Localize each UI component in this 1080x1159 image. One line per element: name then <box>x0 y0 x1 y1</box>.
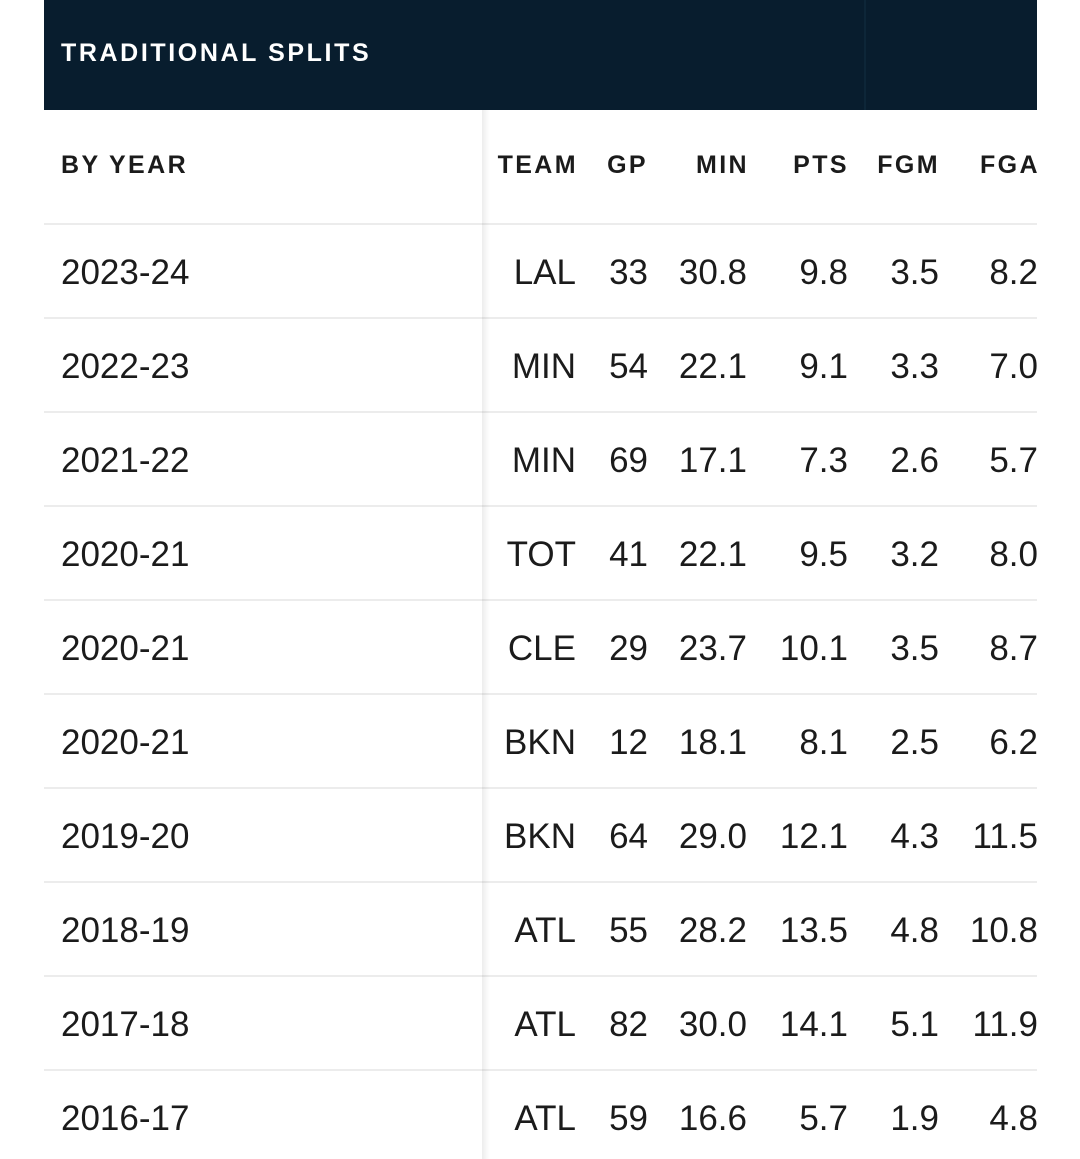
header-divider <box>864 0 866 110</box>
cell-year: 2023-24 <box>61 253 190 292</box>
cell-team-link[interactable]: BKN <box>504 723 576 762</box>
cell-pts: 9.1 <box>799 347 848 386</box>
cell-fga: 10.8 <box>969 911 1037 950</box>
cell-fga: 7.0 <box>989 347 1037 386</box>
cell-fga: 8.2 <box>989 253 1037 292</box>
cell-min: 22.1 <box>678 347 747 386</box>
table-row: 2022-23 MIN 54 22.1 9.1 3.3 7.0 <box>44 319 1037 413</box>
cell-min: 28.2 <box>678 911 747 950</box>
table-row: 2018-19 ATL 55 28.2 13.5 4.8 10.8 <box>44 883 1037 977</box>
cell-fgm: 3.5 <box>890 253 939 292</box>
stats-panel: TRADITIONAL SPLITS BY YEAR TEAM GP MIN P… <box>44 0 1037 1159</box>
cell-team-link[interactable]: TOT <box>506 535 576 574</box>
cell-year: 2021-22 <box>61 441 190 480</box>
cell-fgm: 4.8 <box>890 911 939 950</box>
cell-team-link[interactable]: CLE <box>507 629 576 668</box>
cell-pts: 9.5 <box>799 535 848 574</box>
column-header-by-year[interactable]: BY YEAR <box>61 151 189 179</box>
cell-fga: 6.2 <box>989 723 1037 762</box>
cell-gp: 29 <box>609 629 648 668</box>
cell-min: 23.7 <box>678 629 747 668</box>
table-row: 2020-21 CLE 29 23.7 10.1 3.5 8.7 <box>44 601 1037 695</box>
cell-pts: 8.1 <box>799 723 848 762</box>
cell-fga: 4.8 <box>989 1099 1037 1138</box>
cell-pts: 10.1 <box>779 629 848 668</box>
column-header-fgm[interactable]: FGM <box>877 151 940 179</box>
section-title: TRADITIONAL SPLITS <box>61 39 372 67</box>
cell-fga: 8.0 <box>989 535 1037 574</box>
table-row: 2023-24 LAL 33 30.8 9.8 3.5 8.2 <box>44 225 1037 319</box>
section-header: TRADITIONAL SPLITS <box>44 0 1037 110</box>
cell-gp: 59 <box>609 1099 648 1138</box>
cell-team-link[interactable]: MIN <box>511 441 576 480</box>
table-row: 2021-22 MIN 69 17.1 7.3 2.6 5.7 <box>44 413 1037 507</box>
cell-fga: 8.7 <box>989 629 1037 668</box>
cell-fga: 11.5 <box>972 817 1037 856</box>
cell-fgm: 5.1 <box>890 1005 939 1044</box>
cell-min: 17.1 <box>678 441 747 480</box>
cell-pts: 9.8 <box>799 253 848 292</box>
cell-fgm: 3.3 <box>890 347 939 386</box>
column-header-pts[interactable]: PTS <box>793 151 849 179</box>
table-row: 2017-18 ATL 82 30.0 14.1 5.1 11.9 <box>44 977 1037 1071</box>
cell-gp: 41 <box>609 535 648 574</box>
table-row: 2016-17 ATL 59 16.6 5.7 1.9 4.8 <box>44 1071 1037 1159</box>
cell-fgm: 3.2 <box>890 535 939 574</box>
cell-year: 2016-17 <box>61 1099 190 1138</box>
cell-pts: 5.7 <box>799 1099 848 1138</box>
cell-team-link[interactable]: ATL <box>514 1005 576 1044</box>
table-row: 2020-21 BKN 12 18.1 8.1 2.5 6.2 <box>44 695 1037 789</box>
cell-min: 18.1 <box>678 723 747 762</box>
cell-pts: 13.5 <box>779 911 848 950</box>
cell-min: 16.6 <box>678 1099 747 1138</box>
cell-min: 30.8 <box>678 253 747 292</box>
cell-gp: 54 <box>609 347 648 386</box>
cell-year: 2022-23 <box>61 347 190 386</box>
column-header-fga[interactable]: FGA <box>980 151 1037 179</box>
cell-gp: 69 <box>609 441 648 480</box>
cell-fgm: 4.3 <box>890 817 939 856</box>
cell-year: 2017-18 <box>61 1005 190 1044</box>
cell-gp: 55 <box>609 911 648 950</box>
column-header-min[interactable]: MIN <box>695 151 749 179</box>
cell-min: 29.0 <box>678 817 747 856</box>
cell-fgm: 2.6 <box>890 441 939 480</box>
cell-min: 22.1 <box>678 535 747 574</box>
cell-gp: 33 <box>609 253 648 292</box>
cell-pts: 7.3 <box>799 441 848 480</box>
cell-fgm: 1.9 <box>890 1099 939 1138</box>
cell-fga: 5.7 <box>989 441 1037 480</box>
column-header-team[interactable]: TEAM <box>497 151 578 179</box>
cell-pts: 12.1 <box>779 817 848 856</box>
cell-year: 2019-20 <box>61 817 190 856</box>
cell-team-link[interactable]: BKN <box>504 817 576 856</box>
cell-year: 2018-19 <box>61 911 190 950</box>
cell-pts: 14.1 <box>779 1005 848 1044</box>
cell-team-link[interactable]: ATL <box>514 1099 576 1138</box>
table-header-row: BY YEAR TEAM GP MIN PTS FGM FGA <box>44 110 1037 225</box>
cell-gp: 64 <box>609 817 648 856</box>
cell-gp: 82 <box>609 1005 648 1044</box>
cell-year: 2020-21 <box>61 535 190 574</box>
cell-fgm: 3.5 <box>890 629 939 668</box>
table-row: 2019-20 BKN 64 29.0 12.1 4.3 11.5 <box>44 789 1037 883</box>
cell-team-link[interactable]: MIN <box>511 347 576 386</box>
cell-fga: 11.9 <box>972 1005 1037 1044</box>
cell-fgm: 2.5 <box>890 723 939 762</box>
column-header-gp[interactable]: GP <box>607 151 648 179</box>
cell-team-link[interactable]: ATL <box>514 911 576 950</box>
cell-min: 30.0 <box>678 1005 747 1044</box>
cell-year: 2020-21 <box>61 723 190 762</box>
cell-gp: 12 <box>609 723 648 762</box>
sticky-column-shadow <box>482 110 490 1159</box>
cell-year: 2020-21 <box>61 629 190 668</box>
table-row: 2020-21 TOT 41 22.1 9.5 3.2 8.0 <box>44 507 1037 601</box>
cell-team-link[interactable]: LAL <box>513 253 576 292</box>
